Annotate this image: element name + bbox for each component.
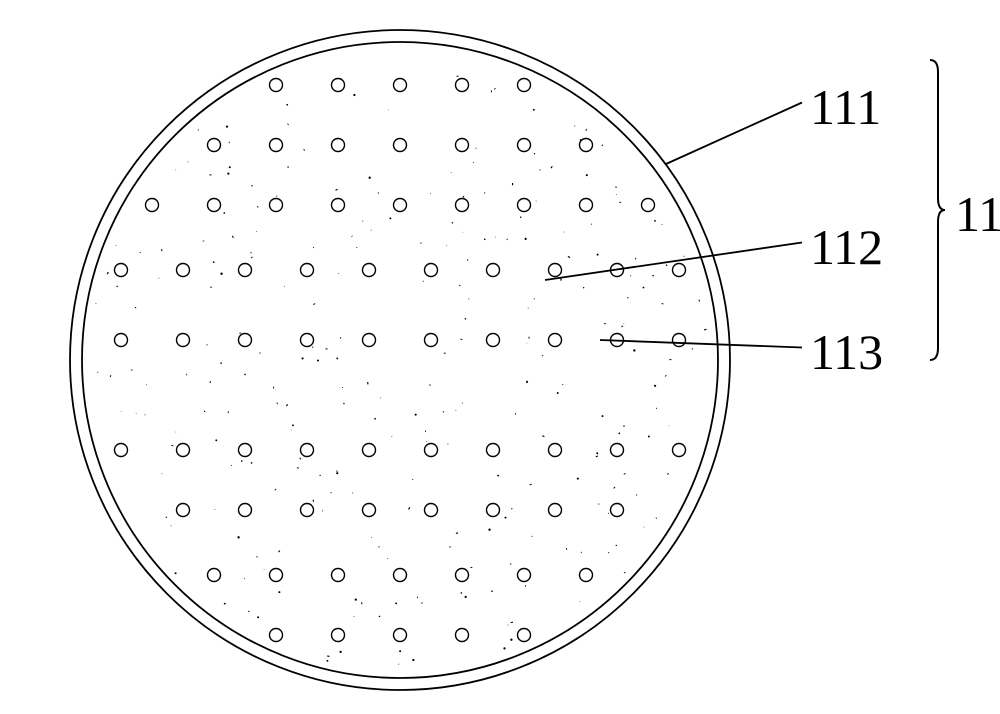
hole — [239, 264, 252, 277]
hole — [425, 444, 438, 457]
hole — [177, 334, 190, 347]
hole — [456, 139, 469, 152]
hole — [580, 139, 593, 152]
hole — [549, 504, 562, 517]
hole — [580, 199, 593, 212]
hole — [270, 629, 283, 642]
hole — [301, 264, 314, 277]
hole — [208, 199, 221, 212]
hole — [425, 264, 438, 277]
hole — [580, 569, 593, 582]
callout-label-113: 113 — [810, 323, 883, 381]
callout-label-111: 111 — [810, 78, 881, 136]
hole — [487, 334, 500, 347]
hole — [487, 444, 500, 457]
hole — [363, 264, 376, 277]
hole — [487, 504, 500, 517]
group-label: 11 — [955, 185, 1000, 243]
hole — [549, 444, 562, 457]
hole — [425, 504, 438, 517]
hole — [177, 444, 190, 457]
hole — [332, 139, 345, 152]
hole — [177, 504, 190, 517]
hole — [518, 139, 531, 152]
hole — [332, 569, 345, 582]
hole — [673, 334, 686, 347]
hole — [363, 504, 376, 517]
hole — [549, 334, 562, 347]
hole — [270, 199, 283, 212]
hole — [301, 444, 314, 457]
hole — [177, 264, 190, 277]
hole — [394, 139, 407, 152]
hole — [239, 444, 252, 457]
hole — [115, 334, 128, 347]
hole — [239, 334, 252, 347]
hole — [611, 504, 624, 517]
hole — [673, 444, 686, 457]
hole — [456, 79, 469, 92]
hole — [208, 569, 221, 582]
hole — [425, 334, 438, 347]
hole — [394, 199, 407, 212]
hole — [642, 199, 655, 212]
hole — [673, 264, 686, 277]
hole — [115, 444, 128, 457]
hole — [611, 444, 624, 457]
hole — [549, 264, 562, 277]
hole — [518, 79, 531, 92]
hole — [332, 199, 345, 212]
hole — [456, 199, 469, 212]
hole — [363, 334, 376, 347]
hole — [270, 139, 283, 152]
hole — [239, 504, 252, 517]
hole — [394, 569, 407, 582]
hole — [394, 79, 407, 92]
hole — [301, 504, 314, 517]
hole — [518, 199, 531, 212]
hole — [518, 569, 531, 582]
callout-label-112: 112 — [810, 218, 883, 276]
diagram-stage: 111 112 113 11 — [0, 0, 1000, 714]
hole — [301, 334, 314, 347]
hole — [456, 629, 469, 642]
hole — [208, 139, 221, 152]
hole — [146, 199, 159, 212]
hole — [332, 79, 345, 92]
hole — [487, 264, 500, 277]
hole — [115, 264, 128, 277]
hole — [332, 629, 345, 642]
hole — [270, 79, 283, 92]
hole — [394, 629, 407, 642]
hole — [518, 629, 531, 642]
hole — [363, 444, 376, 457]
hole — [270, 569, 283, 582]
hole — [456, 569, 469, 582]
